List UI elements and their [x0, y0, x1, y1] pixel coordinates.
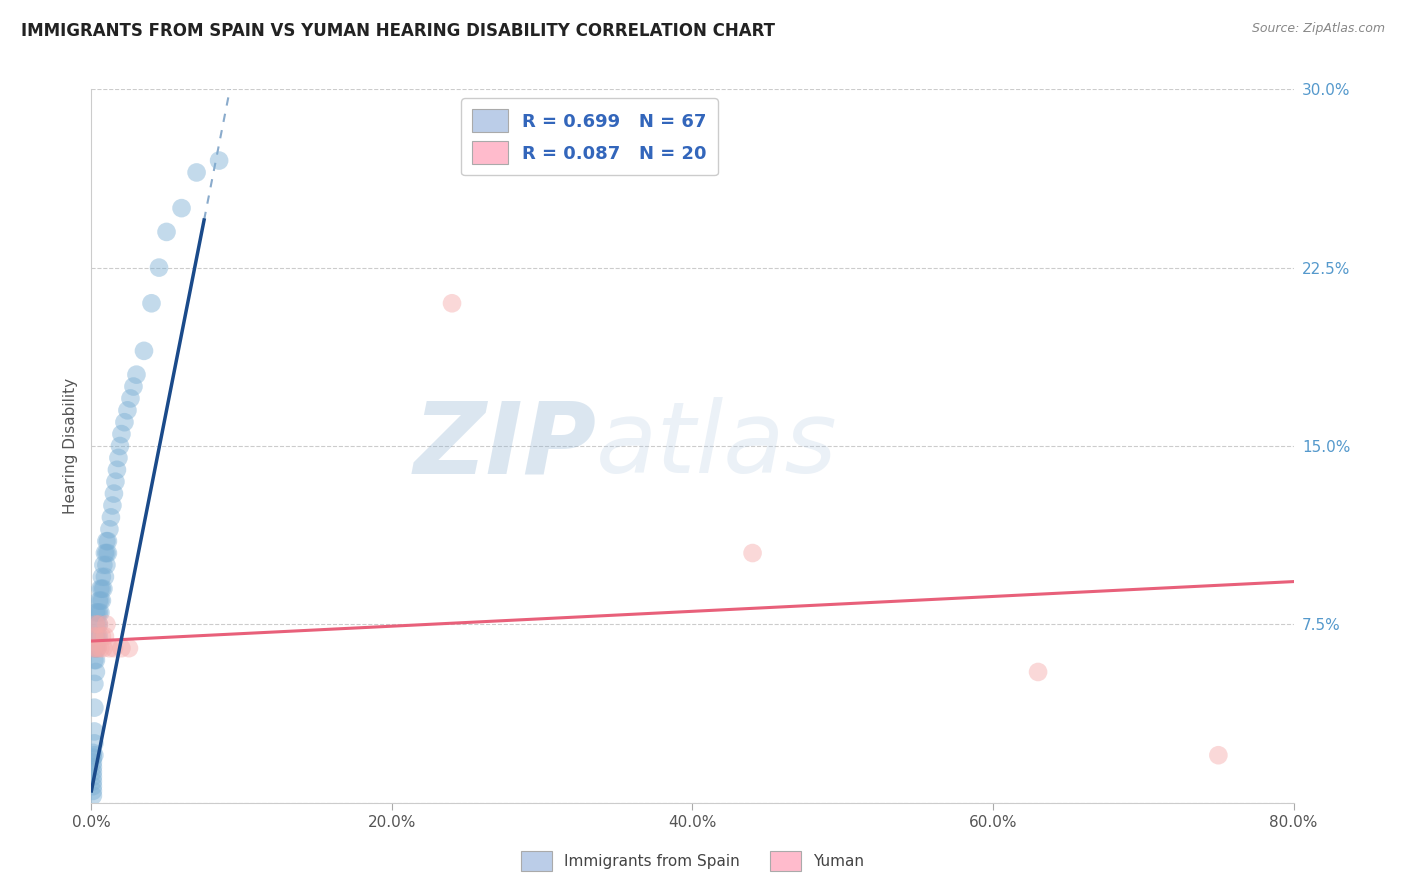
Point — [93, 582, 115, 596]
Point — [87, 606, 110, 620]
Point — [132, 343, 155, 358]
Point — [83, 677, 105, 691]
Point — [93, 558, 115, 572]
Point — [117, 403, 139, 417]
Point — [110, 427, 132, 442]
Point — [155, 225, 177, 239]
Point — [84, 606, 107, 620]
Point — [84, 653, 107, 667]
Point — [108, 439, 131, 453]
Text: ZIP: ZIP — [413, 398, 596, 494]
Point — [98, 641, 121, 656]
Point — [86, 641, 108, 656]
Point — [440, 296, 463, 310]
Point — [89, 582, 111, 596]
Point — [97, 534, 120, 549]
Point — [87, 617, 110, 632]
Text: IMMIGRANTS FROM SPAIN VS YUMAN HEARING DISABILITY CORRELATION CHART: IMMIGRANTS FROM SPAIN VS YUMAN HEARING D… — [21, 22, 775, 40]
Point — [82, 641, 104, 656]
Point — [82, 746, 104, 760]
Point — [186, 165, 208, 179]
Point — [82, 760, 104, 774]
Point — [100, 510, 122, 524]
Point — [86, 606, 108, 620]
Point — [89, 641, 111, 656]
Point — [84, 665, 107, 679]
Text: Source: ZipAtlas.com: Source: ZipAtlas.com — [1251, 22, 1385, 36]
Point — [141, 296, 163, 310]
Point — [118, 641, 141, 656]
Point — [93, 641, 115, 656]
Point — [104, 475, 127, 489]
Point — [89, 593, 111, 607]
Point — [82, 784, 104, 798]
Point — [94, 570, 117, 584]
Point — [82, 789, 104, 803]
Point — [90, 629, 112, 643]
Y-axis label: Hearing Disability: Hearing Disability — [62, 378, 77, 514]
Point — [208, 153, 231, 168]
Point — [82, 774, 104, 789]
Point — [101, 499, 124, 513]
Point — [86, 617, 108, 632]
Point — [1026, 665, 1049, 679]
Point — [90, 582, 112, 596]
Point — [90, 593, 112, 607]
Point — [170, 201, 193, 215]
Point — [84, 641, 107, 656]
Point — [83, 700, 105, 714]
Point — [148, 260, 170, 275]
Point — [84, 617, 107, 632]
Point — [86, 629, 108, 643]
Point — [83, 653, 105, 667]
Point — [87, 629, 110, 643]
Point — [82, 779, 104, 793]
Point — [83, 736, 105, 750]
Point — [82, 756, 104, 770]
Point — [90, 570, 112, 584]
Point — [89, 606, 111, 620]
Point — [105, 463, 128, 477]
Point — [86, 629, 108, 643]
Point — [86, 641, 108, 656]
Point — [83, 724, 105, 739]
Point — [84, 617, 107, 632]
Point — [1208, 748, 1230, 763]
Point — [107, 450, 129, 465]
Point — [94, 629, 117, 643]
Point — [103, 486, 125, 500]
Point — [122, 379, 145, 393]
Point — [84, 641, 107, 656]
Point — [96, 558, 118, 572]
Point — [125, 368, 148, 382]
Point — [83, 641, 105, 656]
Point — [97, 546, 120, 560]
Point — [94, 546, 117, 560]
Point — [741, 546, 763, 560]
Point — [82, 764, 104, 779]
Point — [87, 617, 110, 632]
Point — [96, 546, 118, 560]
Point — [82, 750, 104, 764]
Point — [83, 629, 105, 643]
Point — [87, 593, 110, 607]
Point — [83, 748, 105, 763]
Point — [98, 522, 121, 536]
Point — [103, 641, 125, 656]
Point — [96, 617, 118, 632]
Point — [114, 415, 136, 429]
Point — [110, 641, 132, 656]
Point — [120, 392, 142, 406]
Point — [82, 770, 104, 784]
Point — [96, 534, 118, 549]
Legend: Immigrants from Spain, Yuman: Immigrants from Spain, Yuman — [515, 846, 870, 877]
Point — [84, 629, 107, 643]
Text: atlas: atlas — [596, 398, 838, 494]
